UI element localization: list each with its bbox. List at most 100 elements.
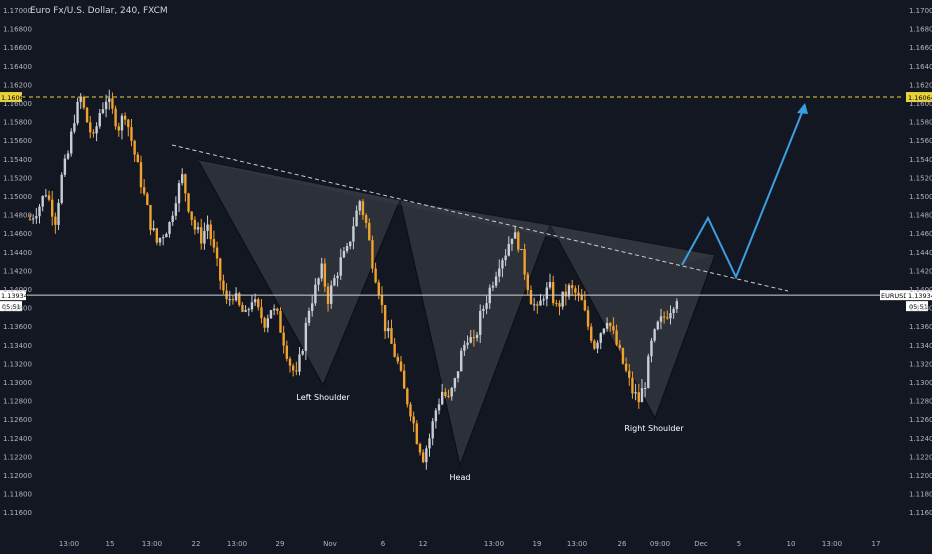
candle-body (63, 158, 67, 175)
candle-body (203, 230, 206, 244)
candle-body (263, 318, 266, 328)
y-tick-right: 1.15000 (909, 193, 932, 201)
left-shoulder-label: Left Shoulder (296, 393, 350, 402)
candle-body (168, 222, 171, 234)
y-tick-right: 1.15400 (909, 156, 932, 164)
candle-body (504, 255, 507, 261)
candle-body (291, 365, 295, 371)
candle-body (352, 226, 355, 242)
candle-body (415, 423, 419, 444)
candle-body (54, 216, 57, 225)
y-tick-right: 1.15600 (909, 137, 932, 145)
x-tick-label: 19 (533, 540, 542, 548)
candle-body (282, 332, 285, 346)
candle-body (345, 246, 349, 252)
candle-body (453, 378, 457, 388)
candle-body (209, 224, 212, 240)
candle-body (187, 193, 190, 212)
x-tick-label: Dec (694, 540, 708, 548)
x-tick-label: 13:00 (142, 540, 162, 548)
candle-body (298, 354, 301, 372)
candle-body (551, 282, 555, 304)
y-tick-left: 1.14000 (3, 286, 32, 294)
candle-body (31, 218, 35, 220)
y-tick-left: 1.11600 (3, 509, 32, 517)
candle-body (447, 396, 450, 398)
candle-body (320, 263, 323, 279)
candle-body (615, 330, 618, 345)
candle-body (675, 301, 679, 309)
candle-body (222, 280, 225, 291)
candle-body (142, 187, 146, 194)
candle-body (70, 131, 73, 154)
candle-body (38, 206, 41, 217)
candle-body (180, 174, 184, 184)
candle-body (272, 308, 276, 311)
candle-body (136, 154, 140, 163)
candle-body (57, 202, 60, 225)
candle-body (431, 421, 434, 439)
candle-body (609, 322, 612, 327)
candle-body (618, 344, 621, 349)
candle-body (285, 345, 289, 359)
candle-body (117, 126, 120, 131)
y-tick-left: 1.11800 (3, 491, 32, 499)
candle-body (133, 140, 136, 155)
candle-body (184, 174, 187, 194)
candle-body (428, 438, 431, 449)
candle-body (494, 276, 498, 286)
candle-body (323, 263, 327, 287)
candle-body (161, 237, 165, 239)
x-tick-label: 13:00 (484, 540, 504, 548)
y-tick-right: 1.12200 (909, 453, 932, 461)
candle-body (498, 268, 501, 277)
candle-body (669, 313, 672, 319)
y-tick-right: 1.16000 (909, 100, 932, 108)
projection-arrowhead (797, 103, 808, 114)
y-tick-right: 1.12800 (909, 398, 932, 406)
candle-body (152, 228, 155, 231)
y-tick-right: 1.15800 (909, 119, 932, 127)
y-tick-left: 1.12000 (3, 472, 32, 480)
candle-body (101, 109, 105, 114)
y-tick-left: 1.12800 (3, 398, 32, 406)
candle-body (82, 96, 86, 108)
y-tick-left: 1.13200 (3, 360, 32, 368)
candle-body (418, 443, 422, 453)
candle-body (542, 299, 545, 301)
candle-body (279, 310, 282, 333)
candle-body (355, 210, 358, 227)
candle-body (469, 337, 472, 343)
candle-body (662, 316, 666, 318)
pattern-triangle (549, 224, 716, 420)
candle-body (171, 215, 174, 223)
candle-body (377, 282, 380, 296)
candle-body (510, 238, 514, 245)
candle-body (517, 232, 520, 250)
candle-body (466, 342, 469, 345)
y-tick-left: 1.13600 (3, 323, 32, 331)
level-tag-right-text: 1.16064 (908, 94, 932, 102)
chart-title: Euro Fx/U.S. Dollar, 240, FXCM (30, 6, 168, 16)
y-tick-left: 1.12600 (3, 416, 32, 424)
candle-body (247, 309, 250, 311)
countdown-tag-right (906, 301, 928, 312)
candle-body (95, 126, 98, 134)
candle-body (50, 199, 54, 217)
candle-body (85, 107, 89, 123)
candle-body (586, 310, 590, 327)
candle-body (123, 115, 127, 120)
y-tick-left: 1.15000 (3, 193, 32, 201)
candle-body (257, 299, 260, 308)
candle-body (380, 295, 384, 306)
y-tick-left: 1.17000 (3, 7, 32, 15)
candle-body (406, 388, 409, 405)
candle-body (647, 356, 650, 389)
candle-body (35, 216, 38, 219)
candle-body (374, 268, 377, 283)
candle-body (672, 308, 675, 314)
candle-body (196, 227, 200, 230)
candle-body (190, 211, 193, 220)
